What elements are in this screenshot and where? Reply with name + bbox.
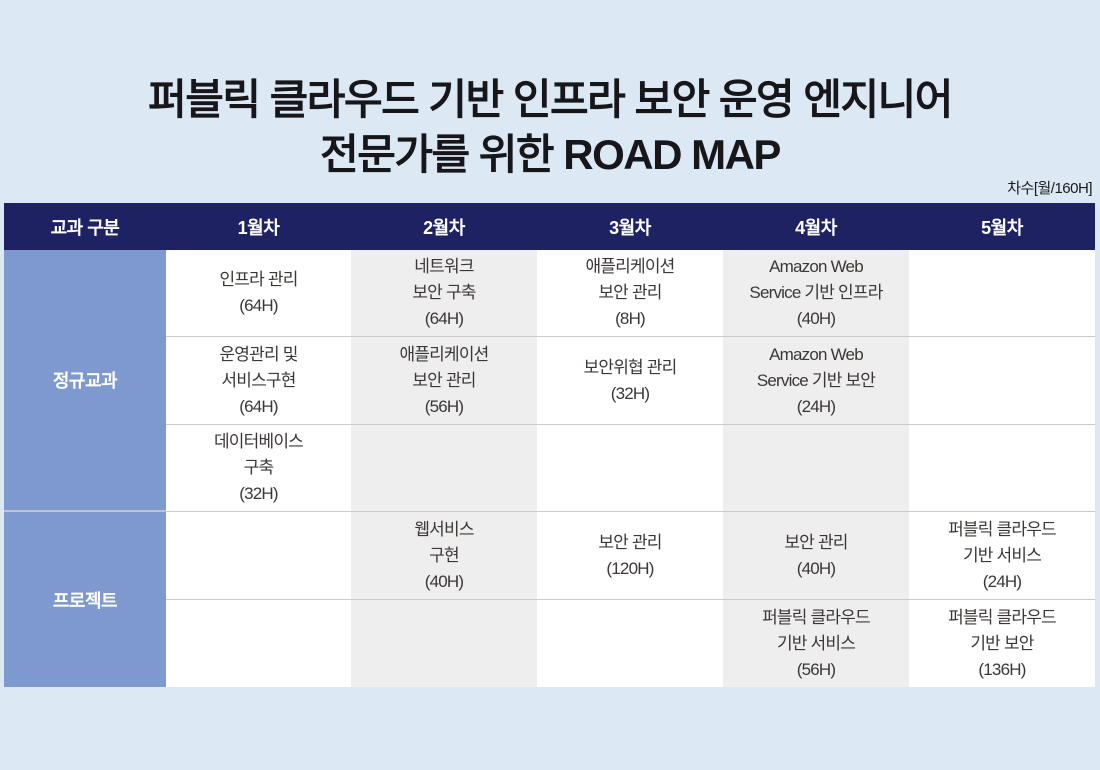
cell-month2-row5 bbox=[351, 600, 537, 687]
cell-month5-row2 bbox=[909, 337, 1095, 425]
title-line2-strong: ROAD MAP bbox=[563, 131, 781, 178]
cell-month3-row5 bbox=[537, 600, 723, 687]
section-label-project: 프로젝트 bbox=[4, 512, 166, 687]
cell-month2-row1: 네트워크 보안 구축 (64H) bbox=[351, 250, 537, 337]
cell-month2-row3 bbox=[351, 425, 537, 512]
section-label-regular-curriculum: 정규교과 bbox=[4, 250, 166, 512]
column-header-month2: 2월차 bbox=[351, 203, 537, 250]
cell-month4-row3 bbox=[723, 425, 909, 512]
cell-month5-row4: 퍼블릭 클라우드 기반 서비스 (24H) bbox=[909, 512, 1095, 600]
cell-month3-row3 bbox=[537, 425, 723, 512]
cell-month2-row4: 웹서비스 구현 (40H) bbox=[351, 512, 537, 600]
column-header-month5: 5월차 bbox=[909, 203, 1095, 250]
cell-month2-row2: 애플리케이션 보안 관리 (56H) bbox=[351, 337, 537, 425]
column-header-month1: 1월차 bbox=[166, 203, 351, 250]
cell-month4-row2: Amazon Web Service 기반 보안 (24H) bbox=[723, 337, 909, 425]
cell-month4-row5: 퍼블릭 클라우드 기반 서비스 (56H) bbox=[723, 600, 909, 687]
cell-month5-row5: 퍼블릭 클라우드 기반 보안 (136H) bbox=[909, 600, 1095, 687]
page-title-line1: 퍼블릭 클라우드 기반 인프라 보안 운영 엔지니어 bbox=[0, 72, 1100, 127]
column-header-month3: 3월차 bbox=[537, 203, 723, 250]
cell-month3-row2: 보안위협 관리 (32H) bbox=[537, 337, 723, 425]
cell-month1-row4 bbox=[166, 512, 351, 600]
cell-month1-row2: 운영관리 및 서비스구현 (64H) bbox=[166, 337, 351, 425]
cell-month3-row4: 보안 관리 (120H) bbox=[537, 512, 723, 600]
page-title-line2: 전문가를 위한 ROAD MAP bbox=[0, 127, 1100, 182]
cell-month4-row4: 보안 관리 (40H) bbox=[723, 512, 909, 600]
cell-month4-row1: Amazon Web Service 기반 인프라 (40H) bbox=[723, 250, 909, 337]
cell-month1-row1: 인프라 관리 (64H) bbox=[166, 250, 351, 337]
unit-note: 차수[월/160H] bbox=[1007, 180, 1092, 197]
cell-month1-row5 bbox=[166, 600, 351, 687]
column-header-category: 교과 구분 bbox=[4, 203, 166, 250]
column-header-month4: 4월차 bbox=[723, 203, 909, 250]
title-line1-strong: 인프라 보안 운영 엔지니어 bbox=[512, 76, 954, 123]
cell-month5-row1 bbox=[909, 250, 1095, 337]
cell-month5-row3 bbox=[909, 425, 1095, 512]
title-line2-normal: 전문가를 위한 bbox=[320, 131, 564, 178]
cell-month3-row1: 애플리케이션 보안 관리 (8H) bbox=[537, 250, 723, 337]
cell-month1-row3: 데이터베이스 구축 (32H) bbox=[166, 425, 351, 512]
roadmap-table: 교과 구분 1월차 2월차 3월차 4월차 5월차 정규교과 프로젝트 인프라 … bbox=[4, 203, 1095, 687]
title-line1-normal: 퍼블릭 클라우드 기반 bbox=[148, 76, 513, 123]
page-title: 퍼블릭 클라우드 기반 인프라 보안 운영 엔지니어 전문가를 위한 ROAD … bbox=[0, 72, 1100, 182]
